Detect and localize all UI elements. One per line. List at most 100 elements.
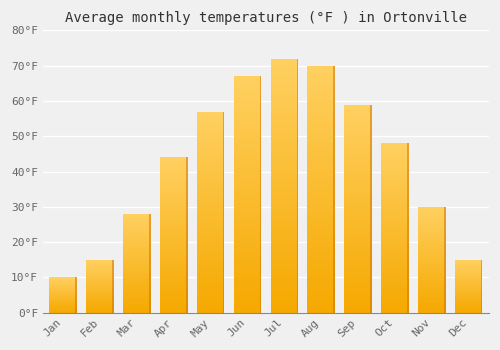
- Bar: [234, 141, 262, 144]
- Bar: [197, 282, 224, 285]
- Bar: [407, 143, 408, 313]
- Bar: [160, 284, 188, 286]
- Bar: [234, 153, 262, 156]
- Bar: [234, 265, 262, 268]
- Bar: [455, 309, 482, 310]
- Bar: [160, 187, 188, 188]
- Bar: [381, 228, 408, 230]
- Bar: [418, 278, 446, 280]
- Bar: [381, 237, 408, 239]
- Bar: [234, 147, 262, 150]
- Bar: [160, 214, 188, 216]
- Bar: [270, 233, 298, 237]
- Bar: [418, 265, 446, 266]
- Bar: [86, 307, 114, 308]
- Bar: [344, 123, 372, 125]
- Bar: [86, 284, 114, 285]
- Bar: [160, 247, 188, 248]
- Bar: [344, 159, 372, 162]
- Bar: [123, 282, 151, 283]
- Bar: [381, 207, 408, 209]
- Bar: [308, 124, 335, 127]
- Bar: [50, 280, 77, 281]
- Bar: [455, 280, 482, 281]
- Bar: [160, 222, 188, 223]
- Bar: [50, 309, 77, 310]
- Bar: [344, 287, 372, 289]
- Bar: [197, 290, 224, 293]
- Bar: [197, 257, 224, 260]
- Bar: [234, 183, 262, 186]
- Bar: [86, 295, 114, 296]
- Bar: [344, 268, 372, 271]
- Bar: [344, 219, 372, 222]
- Bar: [381, 143, 408, 146]
- Bar: [455, 268, 482, 269]
- Bar: [123, 303, 151, 304]
- Bar: [344, 302, 372, 305]
- Bar: [160, 165, 188, 167]
- Bar: [418, 254, 446, 256]
- Bar: [308, 307, 335, 309]
- Bar: [197, 124, 224, 127]
- Bar: [234, 203, 262, 206]
- Bar: [270, 59, 298, 62]
- Bar: [197, 305, 224, 308]
- Bar: [160, 202, 188, 204]
- Bar: [197, 164, 224, 167]
- Bar: [123, 300, 151, 302]
- Bar: [234, 130, 262, 132]
- Bar: [50, 299, 77, 300]
- Bar: [344, 149, 372, 151]
- Bar: [197, 237, 224, 240]
- Bar: [308, 260, 335, 263]
- Bar: [234, 186, 262, 189]
- Bar: [160, 219, 188, 222]
- Bar: [197, 295, 224, 298]
- Bar: [234, 307, 262, 310]
- Bar: [308, 208, 335, 211]
- Bar: [50, 305, 77, 306]
- Bar: [270, 240, 298, 243]
- Bar: [50, 302, 77, 303]
- Bar: [197, 260, 224, 262]
- Bar: [270, 217, 298, 220]
- Bar: [418, 309, 446, 310]
- Bar: [86, 298, 114, 299]
- Bar: [197, 119, 224, 122]
- Bar: [50, 303, 77, 304]
- Bar: [270, 252, 298, 256]
- Bar: [418, 269, 446, 270]
- Bar: [86, 263, 114, 264]
- Bar: [418, 299, 446, 301]
- Bar: [270, 192, 298, 195]
- Bar: [455, 288, 482, 289]
- Bar: [123, 286, 151, 287]
- Bar: [86, 267, 114, 268]
- Bar: [344, 294, 372, 297]
- Bar: [234, 301, 262, 304]
- Bar: [160, 161, 188, 163]
- Bar: [86, 265, 114, 266]
- Bar: [344, 175, 372, 177]
- Bar: [344, 281, 372, 284]
- Bar: [86, 305, 114, 306]
- Bar: [455, 270, 482, 271]
- Bar: [50, 296, 77, 297]
- Bar: [197, 144, 224, 147]
- Bar: [308, 195, 335, 198]
- Bar: [344, 188, 372, 190]
- Bar: [344, 167, 372, 169]
- Bar: [308, 241, 335, 245]
- Bar: [418, 281, 446, 282]
- Bar: [86, 280, 114, 281]
- Bar: [308, 220, 335, 223]
- Bar: [197, 287, 224, 290]
- Bar: [234, 197, 262, 201]
- Bar: [308, 232, 335, 236]
- Bar: [197, 232, 224, 235]
- Bar: [234, 218, 262, 221]
- Bar: [381, 310, 408, 313]
- Bar: [234, 94, 262, 97]
- Bar: [123, 236, 151, 237]
